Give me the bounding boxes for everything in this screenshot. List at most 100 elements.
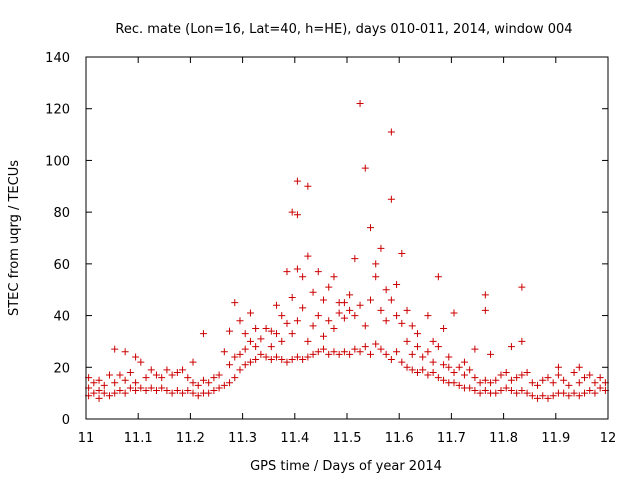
data-point bbox=[596, 384, 604, 392]
data-point bbox=[413, 368, 421, 376]
data-point bbox=[356, 100, 364, 108]
data-point bbox=[398, 250, 406, 258]
data-point bbox=[194, 381, 202, 389]
data-point bbox=[147, 384, 155, 392]
data-point bbox=[424, 371, 432, 379]
data-point bbox=[575, 363, 583, 371]
data-point bbox=[320, 296, 328, 304]
data-point bbox=[246, 337, 254, 345]
x-tick-label: 12 bbox=[600, 431, 617, 446]
data-point bbox=[142, 374, 150, 382]
data-point bbox=[116, 387, 124, 395]
data-point bbox=[309, 350, 317, 358]
data-point bbox=[471, 387, 479, 395]
data-point bbox=[215, 371, 223, 379]
data-point bbox=[518, 387, 526, 395]
data-point bbox=[267, 343, 275, 351]
data-point bbox=[340, 299, 348, 307]
data-point bbox=[126, 368, 134, 376]
data-point bbox=[340, 348, 348, 356]
data-point bbox=[476, 389, 484, 397]
data-point bbox=[147, 366, 155, 374]
data-point bbox=[137, 358, 145, 366]
data-point bbox=[534, 381, 542, 389]
data-point bbox=[393, 281, 401, 289]
data-point bbox=[111, 345, 119, 353]
data-point bbox=[220, 348, 228, 356]
data-point bbox=[215, 384, 223, 392]
data-point bbox=[403, 306, 411, 314]
y-tick-label: 0 bbox=[62, 413, 70, 428]
data-point bbox=[466, 366, 474, 374]
data-point bbox=[152, 371, 160, 379]
data-point bbox=[424, 312, 432, 320]
data-point bbox=[105, 392, 113, 400]
data-point bbox=[481, 306, 489, 314]
data-point bbox=[351, 345, 359, 353]
data-point bbox=[293, 317, 301, 325]
data-point bbox=[539, 376, 547, 384]
data-point bbox=[534, 394, 542, 402]
data-point bbox=[356, 301, 364, 309]
data-point bbox=[455, 363, 463, 371]
data-point bbox=[481, 291, 489, 299]
x-tick-label: 11.3 bbox=[228, 431, 257, 446]
data-point bbox=[523, 389, 531, 397]
y-tick-label: 100 bbox=[45, 154, 70, 169]
data-point bbox=[408, 350, 416, 358]
data-point bbox=[152, 387, 160, 395]
data-point bbox=[455, 381, 463, 389]
data-point bbox=[267, 356, 275, 364]
data-point bbox=[111, 379, 119, 387]
data-point bbox=[168, 389, 176, 397]
data-point bbox=[132, 379, 140, 387]
data-point bbox=[361, 164, 369, 172]
data-point bbox=[236, 317, 244, 325]
data-point bbox=[440, 376, 448, 384]
x-tick-label: 11.1 bbox=[124, 431, 153, 446]
data-point bbox=[288, 293, 296, 301]
data-point bbox=[565, 381, 573, 389]
data-point bbox=[398, 358, 406, 366]
data-point bbox=[95, 387, 103, 395]
data-point bbox=[226, 327, 234, 335]
data-point bbox=[231, 299, 239, 307]
data-point bbox=[293, 353, 301, 361]
data-point bbox=[278, 356, 286, 364]
data-point bbox=[121, 389, 129, 397]
data-point bbox=[481, 387, 489, 395]
data-point bbox=[189, 358, 197, 366]
y-tick-label: 120 bbox=[45, 103, 70, 118]
data-point bbox=[372, 340, 380, 348]
data-point bbox=[408, 366, 416, 374]
data-point bbox=[126, 384, 134, 392]
data-point bbox=[325, 350, 333, 358]
data-point bbox=[586, 371, 594, 379]
data-point bbox=[502, 384, 510, 392]
x-tick-label: 11.4 bbox=[280, 431, 309, 446]
data-point bbox=[330, 325, 338, 332]
x-tick-label: 11 bbox=[78, 431, 95, 446]
data-point bbox=[434, 374, 442, 382]
data-point bbox=[325, 317, 333, 325]
data-point bbox=[330, 348, 338, 356]
data-point bbox=[121, 348, 129, 356]
data-point bbox=[194, 392, 202, 400]
data-point bbox=[450, 379, 458, 387]
data-point bbox=[387, 128, 395, 136]
data-point bbox=[497, 371, 505, 379]
data-point bbox=[434, 343, 442, 351]
data-point bbox=[231, 353, 239, 361]
data-point bbox=[507, 343, 515, 351]
data-point bbox=[95, 394, 103, 402]
data-point bbox=[591, 389, 599, 397]
data-point bbox=[320, 345, 328, 353]
data-point bbox=[199, 376, 207, 384]
data-point bbox=[596, 374, 604, 382]
data-point bbox=[476, 379, 484, 387]
data-point bbox=[466, 384, 474, 392]
data-point bbox=[330, 273, 338, 281]
data-point bbox=[132, 353, 140, 361]
x-tick-label: 11.8 bbox=[489, 431, 518, 446]
data-point bbox=[487, 350, 495, 358]
